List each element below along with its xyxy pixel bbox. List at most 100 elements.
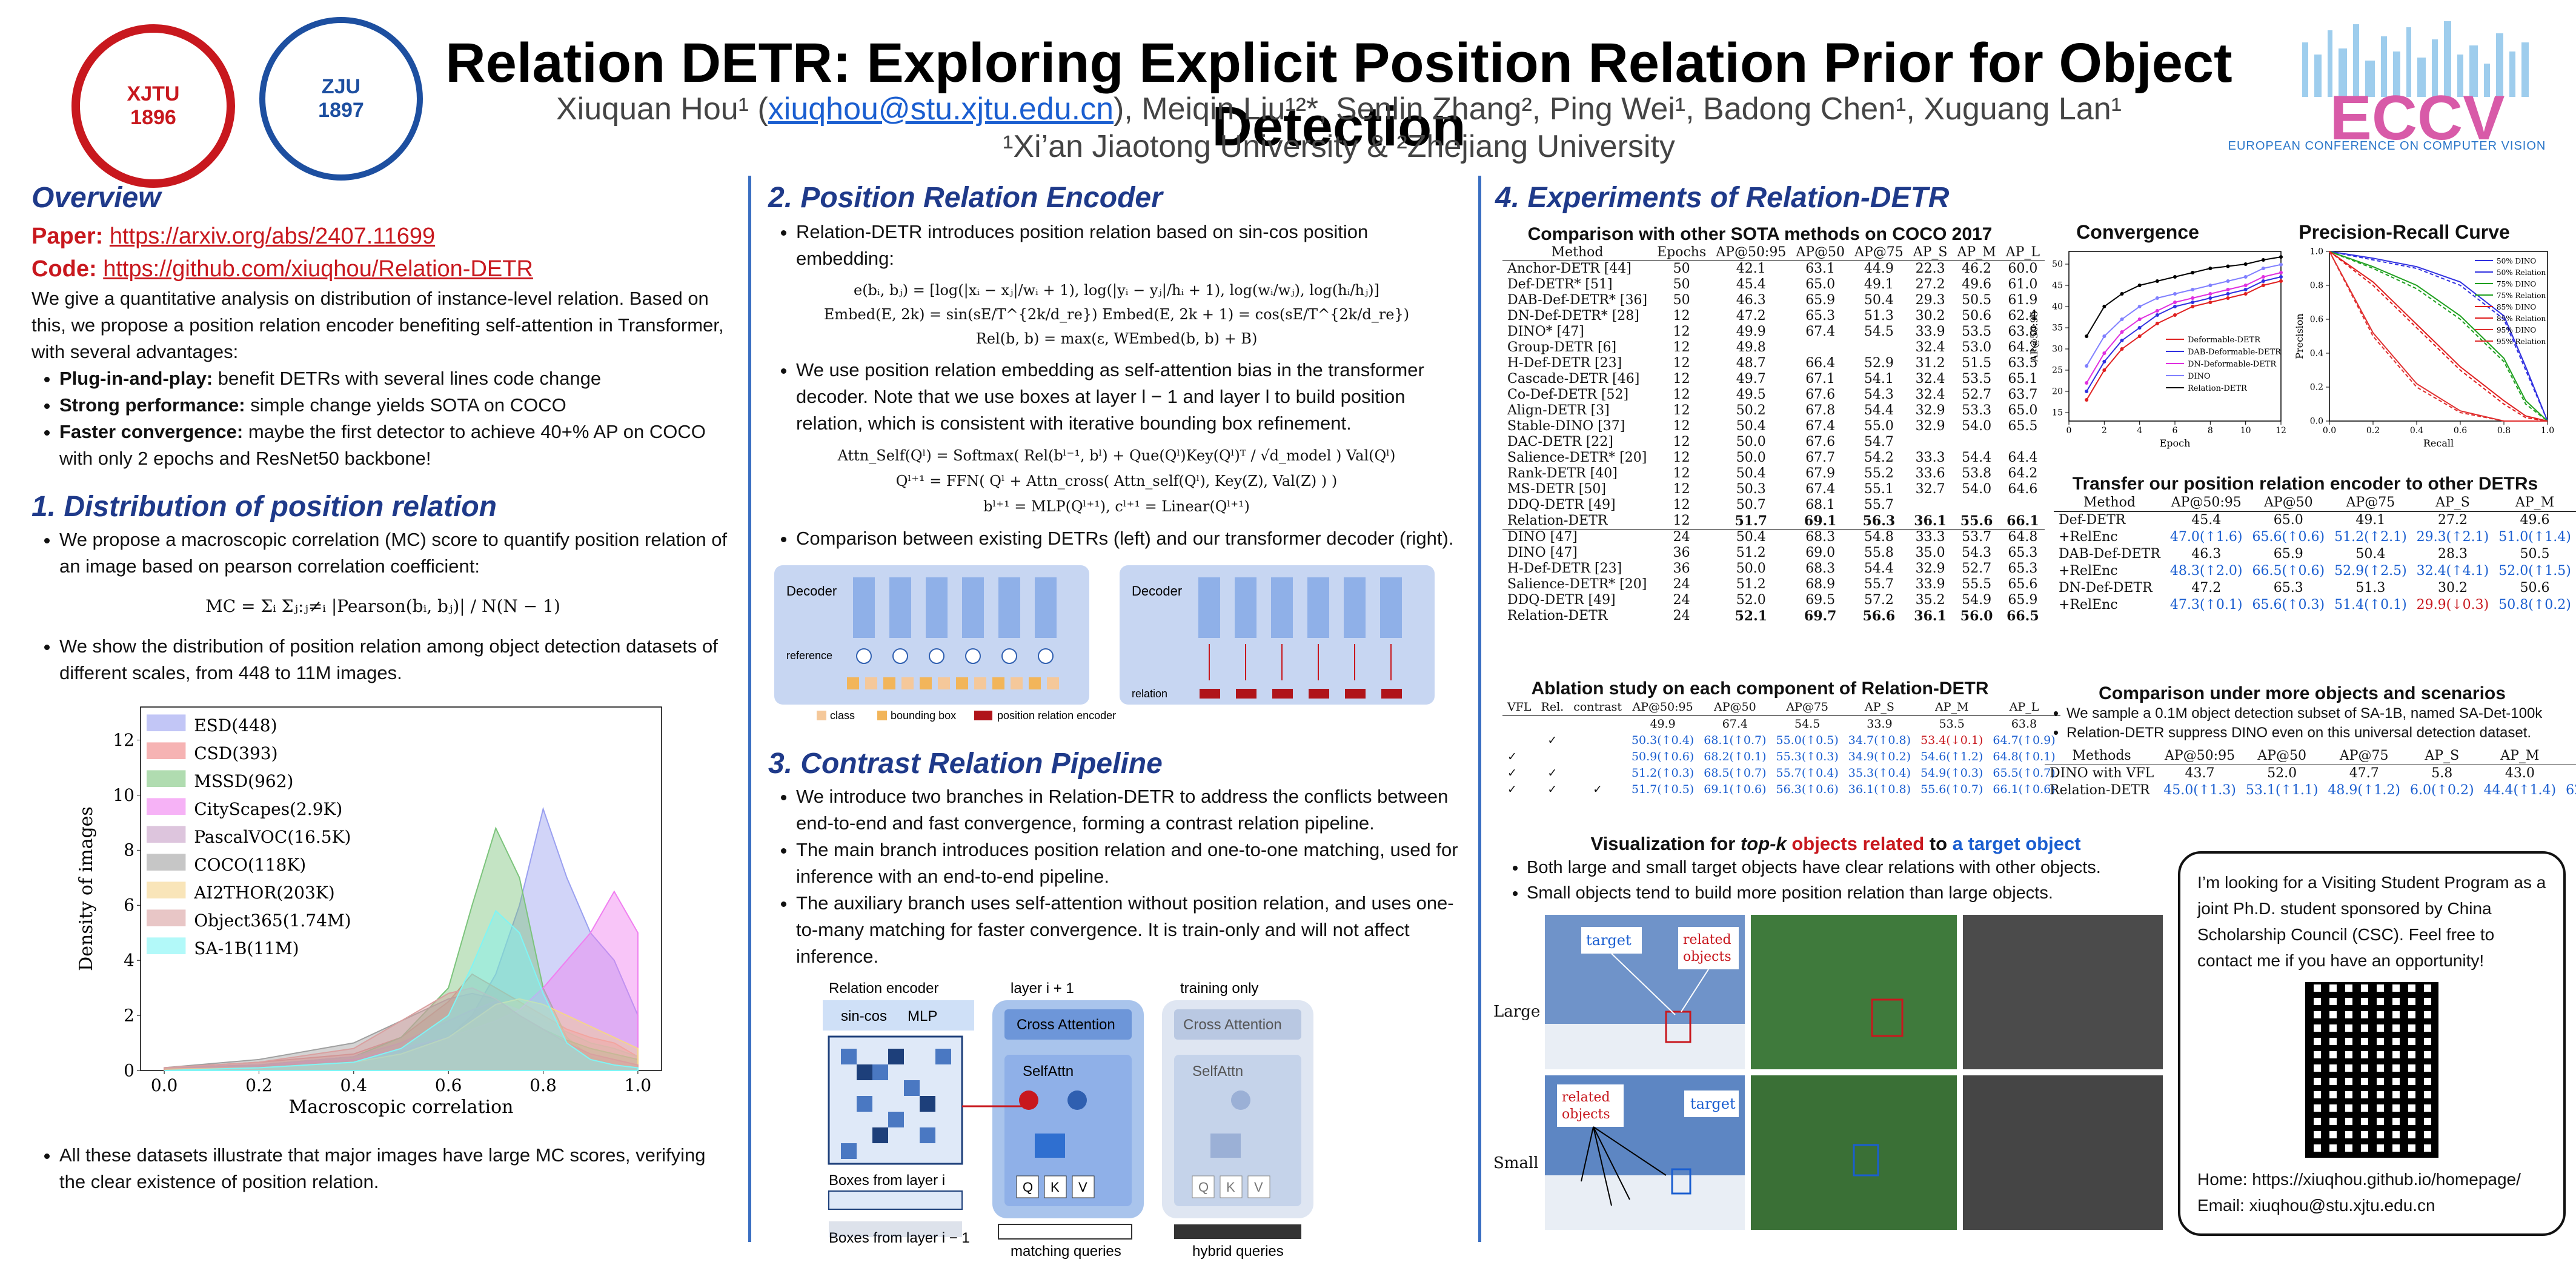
overview-heading: Overview bbox=[32, 182, 161, 214]
paper-link-row: Paper: https://arxiv.org/abs/2407.11699 bbox=[32, 224, 436, 249]
y-tick-label: 12 bbox=[113, 730, 134, 750]
table-row: Stable-DINO [37] 12 50.4 67.4 55.0 32.9 54.0 65… bbox=[1502, 419, 2045, 434]
y-tick-label: 6 bbox=[124, 895, 134, 915]
table-cell: H-Def-DETR [23] bbox=[1507, 561, 1622, 576]
series-line bbox=[2086, 281, 2282, 400]
x-tick-label: 0.4 bbox=[340, 1075, 368, 1095]
table-cell: 65.3 bbox=[2273, 580, 2303, 596]
table-cell: 53.5 bbox=[1962, 371, 1992, 387]
table-cell: 64.4 bbox=[2008, 450, 2038, 465]
paper-link[interactable]: https://arxiv.org/abs/2407.11699 bbox=[109, 224, 436, 249]
data-point bbox=[2226, 296, 2230, 300]
table-cell: 28.3 bbox=[2437, 546, 2468, 562]
table-cell: 68.1(↑0.7) bbox=[1704, 734, 1767, 747]
table-cell: Align-DETR [3] bbox=[1507, 403, 1610, 418]
table-cell: 54.4 bbox=[1864, 561, 1894, 576]
table-cell bbox=[1536, 749, 1569, 765]
table-row: +RelEnc 47.0(↑1.6) 65.6(↑0.6) 51.2(↑2.1) 29.… bbox=[2054, 529, 2576, 546]
data-point bbox=[2085, 334, 2089, 338]
table-cell: 24 bbox=[1673, 608, 1690, 623]
table-cell bbox=[1569, 765, 1627, 782]
table-cell: 56.3 bbox=[1862, 513, 1896, 529]
code-link[interactable]: https://github.com/xiuqhou/Relation-DETR bbox=[103, 256, 533, 282]
y-tick-label: 35 bbox=[2052, 324, 2063, 333]
table-cell: ✓ bbox=[1547, 766, 1558, 780]
table-cell: 30.2 bbox=[2437, 580, 2468, 596]
table-cell: 50.6 bbox=[1962, 308, 1992, 324]
table-cell: 51.2 bbox=[1736, 545, 1766, 560]
author-email-link[interactable]: xiuqhou@stu.xjtu.edu.cn bbox=[768, 91, 1114, 127]
table-cell bbox=[1569, 716, 1627, 733]
pr-chart-title: Precision-Recall Curve bbox=[2299, 221, 2510, 243]
table-cell: 63.5 bbox=[2008, 356, 2038, 371]
table-cell: 63.1 bbox=[1805, 261, 1836, 276]
data-point bbox=[2173, 305, 2177, 308]
y-tick-label: 45 bbox=[2052, 281, 2063, 291]
table-cell: 56.3(↑0.6) bbox=[1776, 783, 1839, 796]
y-tick-label: 15 bbox=[2052, 408, 2063, 418]
svg-text:layer i + 1: layer i + 1 bbox=[1011, 980, 1074, 997]
series-line bbox=[2329, 251, 2548, 422]
table-row: Cascade-DETR [46] 12 49.7 67.1 54.1 32.4 53.5 6… bbox=[1502, 371, 2045, 387]
convergence-chart-title: Convergence bbox=[2076, 221, 2199, 243]
table-cell: 24 bbox=[1673, 577, 1690, 592]
table-cell: 36 bbox=[1673, 545, 1690, 560]
table-cell: 68.3 bbox=[1805, 561, 1836, 576]
table-header-cell: AP_L bbox=[1988, 699, 2060, 716]
table-cell: 50.5 bbox=[1962, 293, 1992, 308]
table-cell: 66.5(↑0.6) bbox=[2252, 563, 2325, 579]
contact-email[interactable]: Email: xiuqhou@stu.xjtu.edu.cn bbox=[2197, 1196, 2435, 1215]
svg-text:Boxes from layer i − 1: Boxes from layer i − 1 bbox=[829, 1230, 970, 1246]
svg-text:K: K bbox=[1226, 1180, 1235, 1195]
table-cell: MS-DETR [50] bbox=[1507, 482, 1606, 497]
existing-decoder-diagram: Decoder reference bbox=[774, 565, 1089, 705]
attention-eq-2: Qˡ⁺¹ = FFN( Qˡ + Attn_cross( Attn_self(Q… bbox=[895, 473, 1338, 490]
svg-text:Relation encoder: Relation encoder bbox=[829, 980, 938, 997]
table-cell: 55.0(↑0.5) bbox=[1776, 734, 1839, 747]
x-tick-label: 1.0 bbox=[625, 1075, 652, 1095]
table-cell: 43.7 bbox=[2185, 766, 2215, 781]
table-cell: 44.9 bbox=[1864, 261, 1894, 276]
table-cell: 24 bbox=[1673, 529, 1690, 545]
table-header-cell: Epochs bbox=[1652, 245, 1711, 261]
y-axis-label: Density of images bbox=[76, 806, 97, 971]
contact-homepage[interactable]: Home: https://xiuqhou.github.io/homepage… bbox=[2197, 1170, 2521, 1189]
overview-bullet: Faster convergence: maybe the first dete… bbox=[59, 419, 734, 472]
table-cell: 51.3 bbox=[1864, 308, 1894, 324]
table-cell: 53.7 bbox=[1962, 529, 1992, 545]
table-cell bbox=[1502, 732, 1536, 749]
table-header-cell: AP_M bbox=[1952, 245, 2001, 261]
pr-curve-chart: 0.0 0.2 0.4 0.6 0.8 1.0 0.0 0.2 0.4 0.6 0.8 1.0 Reca… bbox=[2294, 247, 2554, 449]
table-cell: 50 bbox=[1673, 261, 1690, 276]
table-cell: 47.2 bbox=[2191, 580, 2222, 596]
table-cell: 32.7 bbox=[1915, 482, 1945, 497]
table-header-cell: AP@75 bbox=[2329, 494, 2412, 512]
table-cell: 36.1(↑0.8) bbox=[1848, 783, 1911, 796]
series-area bbox=[164, 909, 639, 1071]
data-point bbox=[2226, 292, 2230, 296]
y-tick-label: 50 bbox=[2052, 260, 2063, 270]
table-cell: Relation-DETR bbox=[1507, 608, 1608, 623]
table-cell: DINO with VFL bbox=[2050, 766, 2154, 781]
relation-eq-2: Embed(E, 2k) = sin(sE/T^{2k/d_re}) Embed… bbox=[823, 306, 1410, 323]
legend-swatch bbox=[147, 881, 186, 898]
y-tick-label: 0.0 bbox=[2310, 417, 2323, 427]
legend-label: CityScapes(2.9K) bbox=[194, 799, 342, 819]
table-header-cell: AP_M bbox=[2494, 494, 2576, 512]
table-cell: 51.4(↑0.1) bbox=[2334, 597, 2407, 612]
table-cell: 36 bbox=[1673, 561, 1690, 576]
table-header-row: VFL Rel. contrast AP@50:95 AP@50 AP@75 AP_S AP_… bbox=[1502, 699, 2060, 716]
table-cell: 47.3(↑0.1) bbox=[2169, 597, 2243, 612]
section2-bullet: Comparison between existing DETRs (left)… bbox=[796, 525, 1465, 552]
table-cell: 53.8 bbox=[1962, 466, 1992, 481]
table-cell: 50.0 bbox=[1736, 561, 1766, 576]
legend-label: AI2THOR(203K) bbox=[193, 883, 334, 903]
table-cell: 66.1(↑0.6) bbox=[1993, 783, 2056, 796]
table-cell: 55.1 bbox=[1864, 482, 1894, 497]
table-cell: 65.6(↑0.6) bbox=[2252, 529, 2325, 545]
svg-text:Cross Attention: Cross Attention bbox=[1183, 1017, 1282, 1033]
table-cell: ✓ bbox=[1507, 750, 1517, 763]
